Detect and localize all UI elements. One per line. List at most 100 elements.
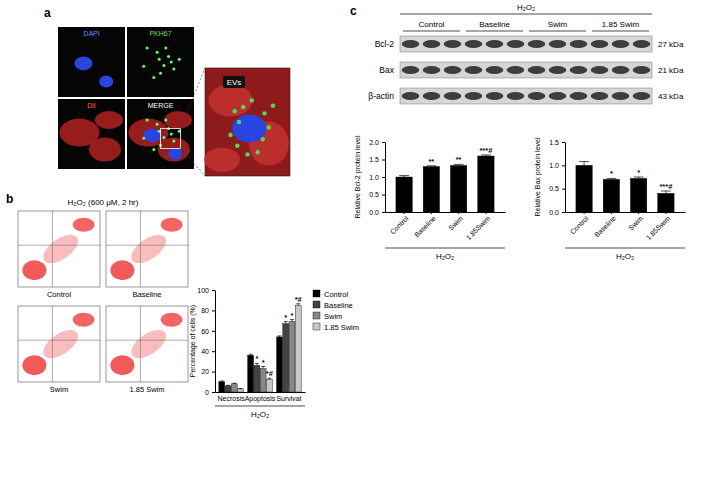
- tick-label: 0.0: [549, 209, 559, 216]
- vesicle: [256, 150, 260, 154]
- micrograph: PKH67: [127, 27, 194, 97]
- vesicle: [159, 72, 162, 75]
- bracket: [592, 31, 649, 32]
- blot-strip: [400, 88, 652, 104]
- tick-label: 1.5: [369, 156, 379, 163]
- nucleus: [143, 128, 161, 142]
- tick-label: 1.85Swim: [465, 214, 492, 241]
- tick-mark: [485, 212, 486, 214]
- blot-band: [465, 40, 483, 48]
- tick: 1.0: [549, 162, 565, 169]
- cell-stain: [164, 111, 192, 129]
- y-axis-line: [565, 143, 566, 213]
- error-bar: [249, 354, 253, 355]
- bar: [225, 386, 231, 392]
- x-label: H₂O₂: [616, 252, 634, 261]
- tick-label: 60: [201, 328, 209, 335]
- panel-a: aDAPIPKH67DiIMERGEEVs: [44, 6, 290, 176]
- panel-label: b: [6, 192, 13, 206]
- vesicle: [158, 58, 161, 61]
- error-bar: [226, 385, 230, 387]
- annotations: *****#*#: [255, 295, 302, 378]
- inset: EVs: [204, 68, 290, 176]
- tick-mark: [212, 351, 215, 352]
- tick: Baseline: [413, 212, 437, 238]
- legend-swatch: [313, 301, 320, 308]
- tick: 0.5: [549, 185, 565, 192]
- vesicle: [152, 148, 155, 151]
- blot-band: [507, 66, 525, 74]
- vesicle: [152, 76, 155, 79]
- cell-stain: [158, 137, 190, 161]
- nucleus: [168, 148, 182, 160]
- vesicle: [228, 133, 232, 137]
- vesicle: [250, 98, 254, 102]
- inset-bg: [205, 68, 290, 176]
- tick-mark: [212, 392, 215, 393]
- significance: *: [262, 358, 265, 367]
- tick-mark: [382, 142, 385, 143]
- panel-label: c: [350, 4, 357, 18]
- error-bar: [232, 383, 236, 385]
- protein-label: Bcl-2: [375, 39, 395, 49]
- micrograph-bg: [127, 27, 194, 97]
- vesicle: [162, 64, 165, 67]
- flow-cluster: [127, 324, 171, 363]
- panel-b: bH₂O₂ (600 μM, 2 hr)ControlBaselineSwim1…: [6, 192, 188, 394]
- y-axis: 0.00.51.01.52.0: [369, 139, 385, 216]
- blot-band: [528, 92, 546, 100]
- cell-stain: [89, 137, 121, 161]
- legend-label: Baseline: [324, 301, 353, 310]
- micrograph: MERGE: [127, 99, 194, 169]
- group-line: [385, 248, 505, 249]
- tick-mark: [458, 212, 459, 214]
- micrograph-bg: [58, 27, 125, 97]
- condition: H₂O₂ (600 μM, 2 hr): [68, 198, 139, 207]
- tick-mark: [562, 142, 565, 143]
- plot-marks: [219, 304, 301, 392]
- vesicle: [156, 123, 159, 126]
- flow-frame: [106, 211, 188, 287]
- bar: [283, 324, 289, 392]
- condition: H₂O₂: [517, 3, 535, 12]
- vesicle: [142, 137, 145, 140]
- flow-cluster: [39, 229, 83, 268]
- tick-mark: [382, 160, 385, 161]
- flow-frame: [18, 211, 100, 287]
- vesicle: [261, 137, 265, 141]
- tick: Control: [389, 212, 410, 235]
- bracket: [466, 31, 523, 32]
- vesicle: [167, 55, 170, 58]
- legend-label: 1.85 Swim: [324, 323, 359, 332]
- vesicle: [164, 119, 167, 122]
- x-axis-line: [216, 392, 306, 393]
- bar: [630, 178, 646, 212]
- zoom-guide: [181, 148, 206, 176]
- quadrant-line: [106, 245, 188, 246]
- tick-mark: [611, 212, 612, 214]
- nucleus: [99, 76, 113, 88]
- blot-band: [402, 40, 420, 48]
- protein-label: β-actin: [368, 91, 394, 101]
- quadrant-line: [106, 340, 188, 341]
- tick-label: 1.0: [549, 162, 559, 169]
- tick-mark: [431, 212, 432, 214]
- tick-label: 40: [201, 348, 209, 355]
- flow-plot: Control: [18, 211, 100, 299]
- tick: 1.85Swim: [645, 212, 672, 241]
- tick-label: Baseline: [593, 214, 617, 238]
- x-axis: ControlBaselineSwim1.85Swim: [566, 212, 686, 241]
- blot-band: [486, 66, 504, 74]
- tick-label: 0.0: [369, 209, 379, 216]
- nucleus: [232, 114, 266, 142]
- annotations: *******#: [428, 146, 493, 166]
- y-axis: 0.00.51.01.5: [549, 139, 565, 216]
- bar: [658, 193, 674, 212]
- tick-label: Apoptosis: [245, 395, 276, 403]
- tick-label: Baseline: [413, 214, 437, 238]
- tick-label: Swim: [627, 214, 644, 231]
- error-bar: [267, 378, 271, 380]
- error-bar: [661, 191, 671, 193]
- tick: 0.0: [369, 209, 385, 216]
- panel-label: a: [44, 6, 51, 20]
